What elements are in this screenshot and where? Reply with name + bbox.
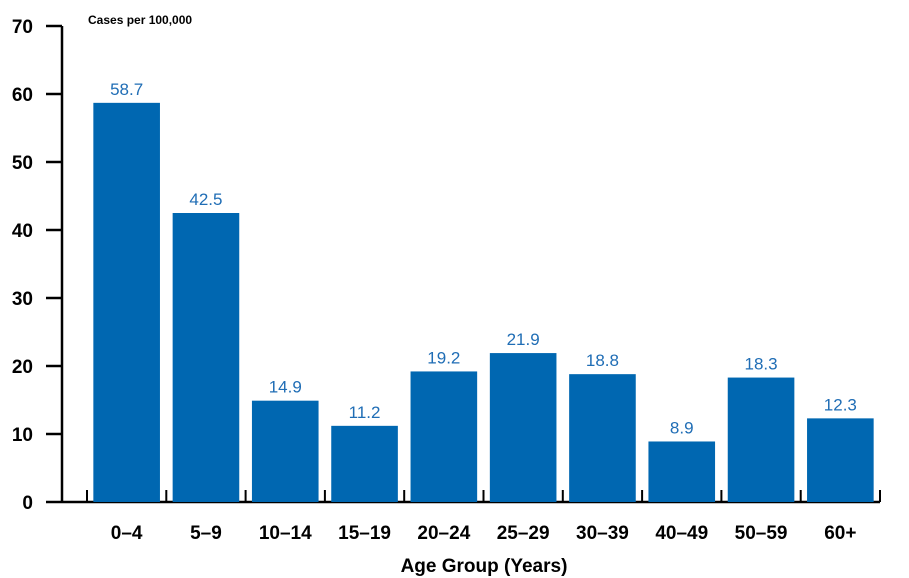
y-tick-label: 40 <box>12 221 33 242</box>
x-tick-label: 10–14 <box>259 523 312 544</box>
bar-value-label: 8.9 <box>670 418 694 437</box>
x-tick-label: 30–39 <box>576 523 629 544</box>
bar-value-label: 14.9 <box>269 378 302 397</box>
bar-value-label: 42.5 <box>189 190 222 209</box>
y-axis-ticks: 0 10 20 30 40 50 60 70 <box>12 17 62 514</box>
bar <box>331 425 398 502</box>
bar-value-label: 19.2 <box>427 348 460 367</box>
bar <box>410 371 478 502</box>
bar <box>93 102 160 502</box>
x-tick-label: 5–9 <box>190 523 222 544</box>
y-tick-label: 50 <box>12 153 33 174</box>
bar-value-label: 11.2 <box>349 403 381 422</box>
y-tick-label: 30 <box>12 289 33 310</box>
bar <box>251 400 319 502</box>
x-tick-label: 60+ <box>824 523 856 544</box>
bar <box>727 377 795 502</box>
y-tick-label: 20 <box>12 357 33 378</box>
bar-value-label: 18.8 <box>586 351 619 370</box>
bar-value-label: 18.3 <box>745 355 778 374</box>
y-tick-label: 10 <box>12 425 33 446</box>
bar-value-label: 58.7 <box>110 80 143 99</box>
x-tick-label: 40–49 <box>655 523 708 544</box>
bar-value-label: 12.3 <box>824 395 857 414</box>
y-tick-label: 0 <box>22 493 33 514</box>
x-tick-label: 20–24 <box>417 523 470 544</box>
bar <box>569 374 636 502</box>
x-tick-label: 25–29 <box>497 523 550 544</box>
bar <box>172 213 240 502</box>
y-tick-label: 70 <box>12 17 33 38</box>
unit-label: Cases per 100,000 <box>88 13 192 27</box>
bar-value-label: 21.9 <box>507 330 540 349</box>
x-axis-title: Age Group (Years) <box>401 556 568 577</box>
x-tick-label: 0–4 <box>111 523 143 544</box>
bar <box>807 418 874 502</box>
x-axis-ticks: 0–4 5–9 10–14 15–19 20–24 25–29 30–39 40–49 50–5… <box>86 490 881 544</box>
x-tick-label: 50–59 <box>735 523 788 544</box>
y-tick-label: 60 <box>12 85 33 106</box>
x-tick-label: 15–19 <box>338 523 391 544</box>
bar <box>648 441 716 502</box>
bar <box>489 353 557 502</box>
bars-group: 58.7 42.5 14.9 11.2 19.2 21.9 18.8 8.9 18.3 12.3 <box>93 80 874 502</box>
